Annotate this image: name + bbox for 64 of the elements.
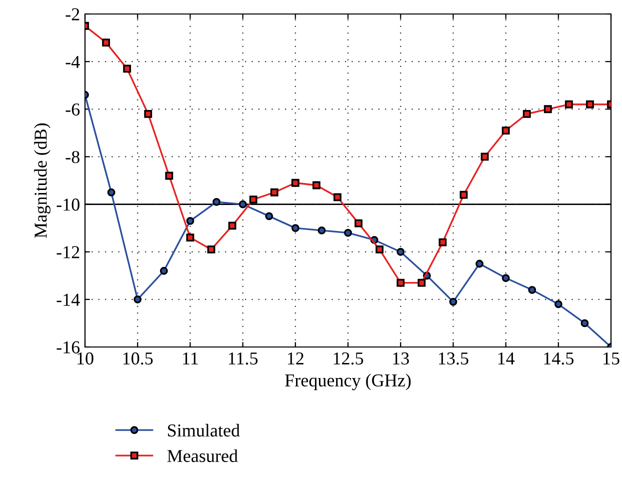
point [318,226,326,234]
point [418,278,426,287]
point [580,319,589,328]
point [396,278,405,287]
x-tick-label: 10 [78,352,94,365]
point [228,222,236,230]
point [586,100,594,108]
point [291,178,300,187]
x-tick-label: 13 [393,352,409,365]
point [270,188,278,196]
y-tick-label: -14 [56,294,80,306]
x-tick-label: 15 [604,352,620,365]
point [123,64,132,73]
x-tick-label: 14.5 [544,352,574,365]
point [502,126,510,135]
point [212,198,220,206]
point [102,38,110,47]
y-tick-label: -6 [66,103,80,116]
point [476,260,484,268]
point [207,246,216,254]
point [186,216,194,225]
point [134,295,142,304]
x-tick-label: 12 [288,352,304,364]
point [438,238,447,246]
point [107,188,116,196]
point [544,105,552,114]
y-tick-label: -16 [56,341,80,354]
x-tick-label: 11 [183,352,198,364]
point [354,219,362,228]
x-tick-label: 11.5 [228,352,258,365]
point [291,224,300,232]
legend-label: Simulated [168,424,240,437]
x-tick-label: 12.5 [334,352,364,365]
x-tick-label: 10.5 [123,352,153,365]
point [554,300,562,308]
point [396,248,405,256]
y-tick-label: -8 [66,150,80,164]
x-axis-title: Frequency (GHz) [285,374,411,390]
x-tick-label: 13.5 [438,352,468,365]
point [160,266,168,275]
point [376,246,384,254]
point [334,193,342,202]
point [449,298,458,306]
point [249,196,258,204]
x-tick-label: 14 [498,352,515,364]
point [480,152,489,161]
y-tick-label: -10 [56,198,80,211]
y-tick-label: -12 [56,246,80,258]
point [165,172,174,180]
point [522,110,531,118]
y-axis-title: Magnitude (dB) [34,123,51,238]
point [312,181,320,190]
point [265,212,274,220]
point [564,100,573,108]
point [460,190,468,199]
y-tick-label: -2 [66,8,80,20]
point [144,110,152,118]
y-tick-label: -4 [66,56,80,68]
point [502,274,510,282]
point [238,200,247,208]
point [344,228,352,237]
legend-label: Measured [167,449,238,462]
point [186,234,194,242]
point [528,286,536,294]
